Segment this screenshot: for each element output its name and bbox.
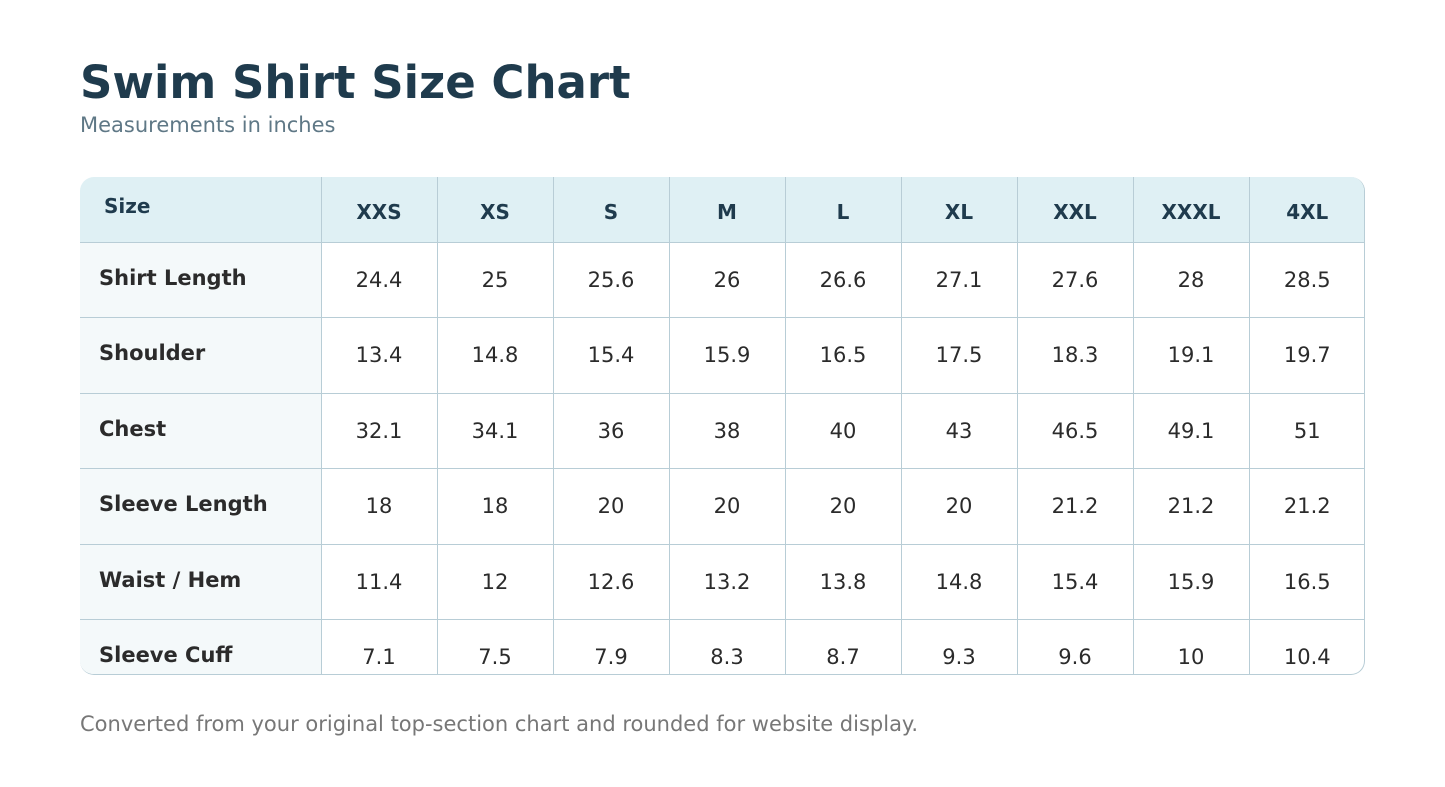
cell: 38 (668, 392, 786, 469)
cell: 21.2 (1132, 468, 1250, 545)
cell: 8.7 (784, 619, 902, 674)
cell: 49.1 (1132, 392, 1250, 469)
column-header: XXS (320, 177, 438, 243)
cell: 13.2 (668, 543, 786, 620)
cell: 11.4 (320, 543, 438, 620)
cell: 13.4 (320, 317, 438, 394)
table: Size XXS XS S M L XL XXL XXXL 4XL Shirt Length 24.… (80, 177, 1364, 674)
subtitle: Measurements in inches (80, 113, 336, 137)
size-table: Size XXS XS S M L XL XXL XXXL 4XL Shirt Length 24.… (80, 177, 1365, 675)
cell: 26.6 (784, 241, 902, 318)
cell: 15.9 (1132, 543, 1250, 620)
cell: 14.8 (900, 543, 1018, 620)
cell: 40 (784, 392, 902, 469)
cell: 28 (1132, 241, 1250, 318)
cell: 51 (1248, 392, 1364, 469)
row-label: Waist / Hem (80, 543, 322, 620)
cell: 9.3 (900, 619, 1018, 674)
cell: 10 (1132, 619, 1250, 674)
cell: 43 (900, 392, 1018, 469)
cell: 34.1 (436, 392, 554, 469)
column-header: XXL (1016, 177, 1134, 243)
cell: 26 (668, 241, 786, 318)
column-header: M (668, 177, 786, 243)
column-header: XXXL (1132, 177, 1250, 243)
cell: 15.9 (668, 317, 786, 394)
table-row: Chest 32.1 34.1 36 38 40 43 46.5 49.1 51 (80, 392, 1364, 469)
cell: 9.6 (1016, 619, 1134, 674)
title: Swim Shirt Size Chart (80, 56, 631, 109)
cell: 17.5 (900, 317, 1018, 394)
cell: 21.2 (1016, 468, 1134, 545)
column-header: S (552, 177, 670, 243)
column-header: XS (436, 177, 554, 243)
cell: 24.4 (320, 241, 438, 318)
cell: 19.1 (1132, 317, 1250, 394)
table-row: Shirt Length 24.4 25 25.6 26 26.6 27.1 27.6 28 28… (80, 241, 1364, 318)
header-row: Size XXS XS S M L XL XXL XXXL 4XL (80, 177, 1364, 243)
footer-note: Converted from your original top-section… (80, 712, 919, 736)
cell: 32.1 (320, 392, 438, 469)
cell: 13.8 (784, 543, 902, 620)
cell: 21.2 (1248, 468, 1364, 545)
cell: 12.6 (552, 543, 670, 620)
table-row: Sleeve Cuff 7.1 7.5 7.9 8.3 8.7 9.3 9.6 10 10.4 (80, 619, 1364, 674)
cell: 20 (784, 468, 902, 545)
table-body: Shirt Length 24.4 25 25.6 26 26.6 27.1 27.6 28 28… (80, 241, 1364, 674)
row-label: Shoulder (80, 317, 322, 394)
cell: 28.5 (1248, 241, 1364, 318)
cell: 7.5 (436, 619, 554, 674)
row-label: Sleeve Cuff (80, 619, 322, 674)
column-header: L (784, 177, 902, 243)
cell: 20 (900, 468, 1018, 545)
cell: 18.3 (1016, 317, 1134, 394)
table-row: Sleeve Length 18 18 20 20 20 20 21.2 21.2 21.2 (80, 468, 1364, 545)
cell: 7.9 (552, 619, 670, 674)
row-label: Shirt Length (80, 241, 322, 318)
cell: 15.4 (552, 317, 670, 394)
cell: 18 (320, 468, 438, 545)
cell: 18 (436, 468, 554, 545)
cell: 15.4 (1016, 543, 1134, 620)
cell: 14.8 (436, 317, 554, 394)
cell: 25.6 (552, 241, 670, 318)
table-row: Waist / Hem 11.4 12 12.6 13.2 13.8 14.8 15.4 15.… (80, 543, 1364, 620)
cell: 46.5 (1016, 392, 1134, 469)
cell: 36 (552, 392, 670, 469)
row-label: Sleeve Length (80, 468, 322, 545)
cell: 27.1 (900, 241, 1018, 318)
cell: 19.7 (1248, 317, 1364, 394)
cell: 12 (436, 543, 554, 620)
cell: 10.4 (1248, 619, 1364, 674)
table-row: Shoulder 13.4 14.8 15.4 15.9 16.5 17.5 18.3 19.1… (80, 317, 1364, 394)
cell: 20 (552, 468, 670, 545)
cell: 25 (436, 241, 554, 318)
cell: 16.5 (784, 317, 902, 394)
row-label: Chest (80, 392, 322, 469)
cell: 27.6 (1016, 241, 1134, 318)
column-header: Size (80, 177, 322, 243)
column-header: 4XL (1248, 177, 1364, 243)
cell: 8.3 (668, 619, 786, 674)
cell: 7.1 (320, 619, 438, 674)
column-header: XL (900, 177, 1018, 243)
cell: 16.5 (1248, 543, 1364, 620)
cell: 20 (668, 468, 786, 545)
